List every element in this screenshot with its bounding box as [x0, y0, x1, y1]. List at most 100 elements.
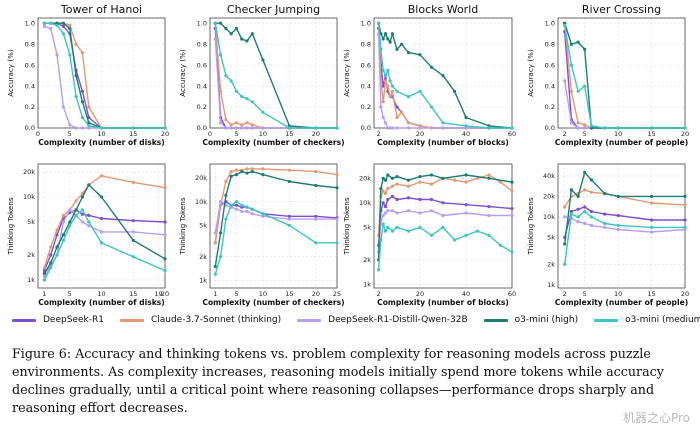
data-point-o3-mini-medium — [68, 53, 72, 57]
data-point-o3-mini-medium — [377, 21, 381, 25]
data-point-o3-mini-medium — [569, 212, 574, 216]
data-point-deepseek-r1-distill-qwen-32b — [234, 207, 239, 211]
data-point-o3-mini-medium — [383, 74, 388, 78]
data-point-o3-mini-high — [163, 257, 167, 261]
x-axis-label: Complexity (number of disks) — [38, 298, 165, 307]
data-point-deepseek-r1-distill-qwen-32b — [441, 213, 445, 218]
data-point-o3-mini-high — [418, 53, 422, 57]
plot-area — [558, 18, 685, 128]
data-point-claude-3-7-sonnet-thinking — [583, 123, 587, 127]
data-point-deepseek-r1 — [576, 207, 580, 211]
data-point-deepseek-r1-distill-qwen-32b — [224, 126, 228, 130]
data-point-o3-mini-high — [616, 194, 620, 198]
data-point-o3-mini-high — [510, 180, 514, 184]
data-point-o3-mini-medium — [583, 84, 587, 88]
data-point-claude-3-7-sonnet-thinking — [80, 51, 84, 55]
panel-river-crossing-3: 0.0 0.2 0.4 0.6 0.8 1.0 2 5 10 15 20 River Crossing… — [526, 3, 689, 147]
data-point-claude-3-7-sonnet-thinking — [240, 123, 244, 127]
data-point-deepseek-r1-distill-qwen-32b — [487, 213, 491, 218]
y-tick-label: 0.6 — [545, 61, 555, 69]
x-tick-label: 0 — [36, 130, 40, 138]
y-tick-label: 0.0 — [361, 124, 371, 132]
data-point-o3-mini-medium — [229, 203, 233, 207]
data-point-deepseek-r1-distill-qwen-32b — [42, 24, 47, 28]
data-point-deepseek-r1 — [287, 214, 291, 218]
y-tick-label: 5k — [363, 224, 371, 232]
data-point-deepseek-r1 — [487, 205, 491, 209]
y-tick-label: 1.0 — [361, 19, 371, 27]
data-point-o3-mini-high — [388, 40, 392, 44]
data-point-o3-mini-medium — [131, 255, 135, 259]
legend-swatch-deepseek-r1 — [12, 318, 36, 322]
data-point-claude-3-7-sonnet-thinking — [42, 266, 47, 270]
data-point-o3-mini-medium — [589, 124, 594, 128]
data-point-o3-mini-high — [68, 220, 72, 224]
data-point-o3-mini-medium — [406, 95, 411, 99]
data-point-deepseek-r1-distill-qwen-32b — [563, 215, 567, 219]
data-point-o3-mini-high — [683, 194, 687, 198]
data-point-deepseek-r1 — [569, 209, 574, 214]
data-point-o3-mini-medium — [74, 95, 78, 99]
data-point-deepseek-r1-distill-qwen-32b — [80, 220, 84, 224]
data-point-deepseek-r1-distill-qwen-32b — [388, 126, 392, 130]
data-point-deepseek-r1-distill-qwen-32b — [390, 209, 394, 213]
data-point-deepseek-r1-distill-qwen-32b — [80, 126, 84, 130]
y-tick-label: 0.2 — [25, 103, 35, 111]
data-point-o3-mini-medium — [650, 126, 654, 130]
data-point-o3-mini-medium — [510, 126, 514, 130]
data-point-deepseek-r1-distill-qwen-32b — [381, 115, 385, 120]
data-point-o3-mini-medium — [563, 23, 567, 27]
data-point-claude-3-7-sonnet-thinking — [87, 105, 91, 109]
data-point-o3-mini-high — [464, 115, 468, 120]
data-point-o3-mini-high — [395, 175, 399, 179]
y-tick-label: 10k — [543, 213, 555, 221]
legend-item-claude: Claude-3.7-Sonnet (thinking) — [119, 315, 281, 325]
data-point-o3-mini-high — [234, 26, 239, 31]
data-point-claude-3-7-sonnet-thinking — [589, 190, 594, 194]
y-tick-label: 0.8 — [25, 40, 35, 48]
plot-frame — [37, 163, 166, 289]
data-point-o3-mini-high — [229, 174, 233, 178]
data-point-deepseek-r1-distill-qwen-32b — [245, 209, 249, 213]
data-point-o3-mini-high — [229, 32, 233, 36]
x-axis-label: Complexity (number of checkers) — [202, 138, 344, 147]
series-line-o3-mini-high — [214, 170, 338, 267]
data-point-claude-3-7-sonnet-thinking — [475, 176, 480, 180]
data-point-o3-mini-medium — [42, 278, 47, 282]
figure-caption: Figure 6: Accuracy and thinking tokens v… — [12, 346, 664, 415]
data-point-deepseek-r1 — [429, 197, 434, 202]
data-point-deepseek-r1 — [234, 203, 239, 207]
data-point-deepseek-r1 — [314, 214, 318, 218]
data-point-claude-3-7-sonnet-thinking — [250, 167, 254, 171]
data-point-o3-mini-medium — [229, 79, 233, 83]
x-tick-label: 20 — [312, 130, 320, 138]
data-point-deepseek-r1-distill-qwen-32b — [314, 217, 318, 221]
data-point-deepseek-r1-distill-qwen-32b — [245, 126, 249, 130]
data-point-o3-mini-medium — [383, 229, 388, 233]
data-point-claude-3-7-sonnet-thinking — [390, 89, 394, 93]
x-tick-label: 1 — [213, 290, 217, 298]
data-point-o3-mini-medium — [335, 126, 339, 130]
data-point-o3-mini-high — [381, 176, 385, 180]
data-point-o3-mini-medium — [219, 255, 223, 259]
y-tick-label: 0.8 — [361, 40, 371, 48]
data-point-o3-mini-high — [240, 37, 244, 41]
data-point-o3-mini-high — [400, 42, 404, 46]
data-point-o3-mini-medium — [395, 89, 399, 93]
data-point-o3-mini-high — [386, 173, 390, 177]
data-point-o3-mini-high — [418, 175, 422, 179]
data-point-o3-mini-medium — [261, 212, 265, 216]
data-point-deepseek-r1-distill-qwen-32b — [383, 211, 388, 215]
y-tick-label: 10k — [359, 199, 371, 207]
y-tick-label: 20k — [359, 175, 371, 183]
data-point-o3-mini-high — [452, 89, 457, 93]
data-point-o3-mini-medium — [388, 79, 392, 83]
data-point-o3-mini-medium — [49, 21, 53, 25]
data-point-o3-mini-medium — [99, 126, 104, 130]
x-tick-label: 0 — [208, 130, 212, 138]
data-point-deepseek-r1-distill-qwen-32b — [261, 126, 265, 130]
y-axis-label: Thinking Tokens — [342, 197, 351, 256]
data-point-deepseek-r1-distill-qwen-32b — [261, 214, 265, 218]
data-point-deepseek-r1-distill-qwen-32b — [395, 211, 399, 215]
